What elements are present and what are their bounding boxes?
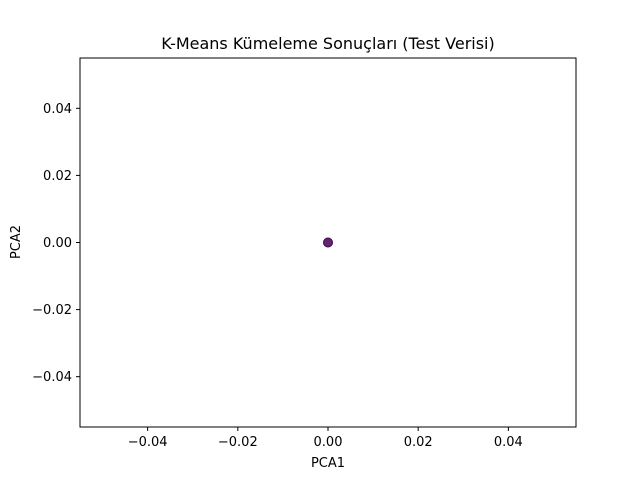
x-axis-label: PCA1 bbox=[311, 456, 345, 471]
y-tick-label: 0.02 bbox=[43, 169, 72, 184]
y-tick-label: 0.00 bbox=[43, 236, 72, 251]
x-tick-label: 0.04 bbox=[494, 435, 523, 450]
data-points bbox=[323, 237, 333, 248]
scatter-point bbox=[323, 237, 333, 248]
chart-title: K-Means Kümeleme Sonuçları (Test Verisi) bbox=[161, 34, 494, 53]
x-axis-ticks: −0.04 −0.02 0.00 0.02 0.04 bbox=[128, 427, 523, 450]
x-tick-label: −0.02 bbox=[218, 435, 258, 450]
y-tick-label: −0.02 bbox=[32, 303, 72, 318]
x-tick-label: 0.00 bbox=[314, 435, 343, 450]
y-axis-ticks: −0.04 −0.02 0.00 0.02 0.04 bbox=[32, 102, 80, 385]
y-tick-label: 0.04 bbox=[43, 102, 72, 117]
x-tick-label: 0.02 bbox=[404, 435, 433, 450]
x-tick-label: −0.04 bbox=[128, 435, 168, 450]
y-tick-label: −0.04 bbox=[32, 370, 72, 385]
y-axis-label: PCA2 bbox=[9, 225, 24, 259]
